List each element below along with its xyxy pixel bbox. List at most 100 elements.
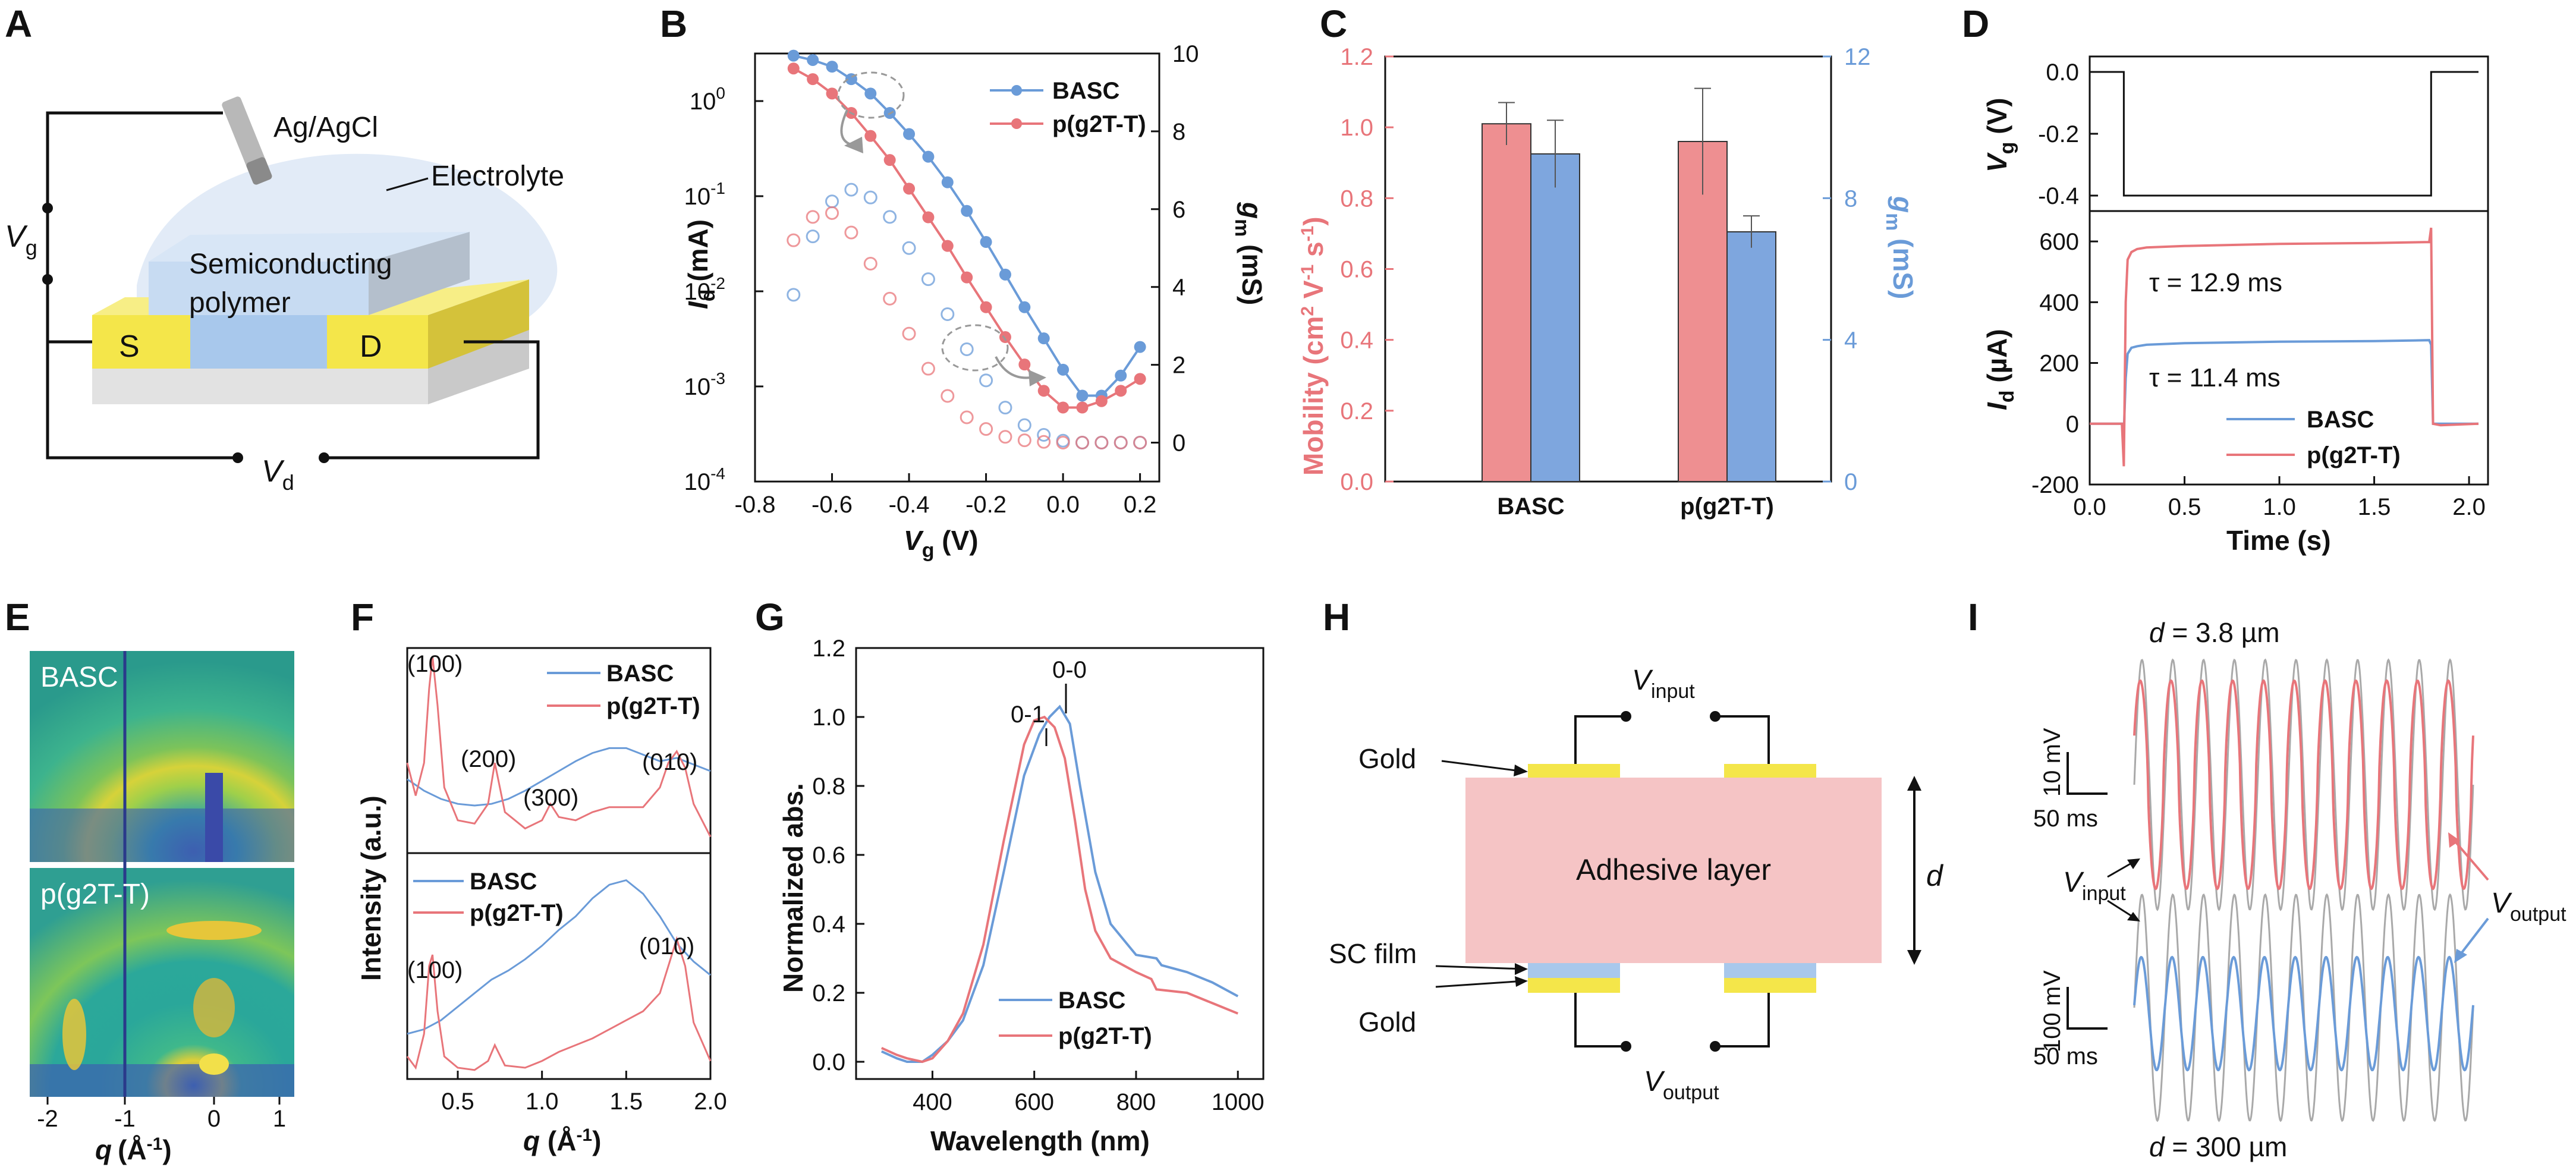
panel-letter-e: E bbox=[5, 596, 30, 638]
panel-b-point bbox=[826, 61, 838, 73]
panel-c-y2label: gm (mS) bbox=[1882, 196, 1918, 299]
source-electrode bbox=[92, 315, 190, 369]
panel-b-point bbox=[807, 73, 819, 86]
panel-b-point bbox=[941, 240, 954, 252]
panel-g-xtick-label: 1000 bbox=[1212, 1089, 1265, 1115]
panel-d-ytick-label: 200 bbox=[2039, 351, 2079, 377]
panel-i-v-output: Voutput bbox=[2491, 888, 2566, 926]
panel-b-ytick-label: 10-1 bbox=[684, 179, 725, 210]
panel-d-gate-pulse bbox=[2090, 71, 2479, 197]
panel-e-xticks: -2 -1 0 1 bbox=[37, 1097, 286, 1132]
panel-b-point-open bbox=[998, 401, 1012, 415]
panel-f-top-series-line bbox=[407, 747, 711, 807]
panel-b-point-open bbox=[1017, 418, 1031, 432]
panel-b-chart: -0.8 -0.6 -0.4 -0.2 0.0 0.210-410-310-210-110… bbox=[682, 41, 1267, 562]
panel-i-scale-bottom-t: 50 ms bbox=[2033, 1043, 2098, 1070]
panel-f-top-series-line bbox=[406, 656, 712, 838]
panel-b-point-open bbox=[825, 206, 839, 220]
panel-d-xtick-label: 2.0 bbox=[2452, 494, 2486, 520]
panel-b-point-open bbox=[806, 210, 820, 224]
panel-b-ellipse-1 bbox=[837, 71, 905, 119]
panel-c-y2tick-label: 12 bbox=[1844, 44, 1871, 70]
panel-letter-a: A bbox=[5, 2, 32, 45]
panel-b-point bbox=[1076, 389, 1089, 402]
panel-c-category-label: BASC bbox=[1497, 493, 1564, 520]
panel-b-y2tick-label: 4 bbox=[1172, 275, 1185, 301]
panel-f-ann-010-bottom: (010) bbox=[639, 933, 694, 960]
panel-g-xtick-label: 600 bbox=[1014, 1089, 1054, 1115]
panel-b-xtick-label: 0.2 bbox=[1124, 492, 1157, 518]
panel-c-ytick-label: 1.2 bbox=[1340, 44, 1373, 70]
panel-b-point bbox=[864, 130, 877, 142]
panel-b-legend: BASC p(g2T-T) bbox=[990, 78, 1146, 137]
panel-b-y2label: gm (mS) bbox=[1231, 202, 1267, 305]
panel-b-point-open bbox=[998, 430, 1012, 444]
panel-g-series-line bbox=[880, 715, 1238, 1064]
panel-d-top-ytick-label: -0.2 bbox=[2038, 121, 2079, 147]
panel-d-legend-basc: BASC bbox=[2307, 407, 2374, 433]
panel-f-chart: 0.5 1.0 1.5 2.0 (100) (200) (300) (010) (10… bbox=[356, 647, 727, 1156]
panel-e-xlabel: q (Å-1) bbox=[95, 1134, 172, 1165]
panel-b-point-open bbox=[921, 272, 935, 287]
panel-f-legend-pg2tt-top: p(g2T-T) bbox=[606, 693, 700, 719]
panel-g-ytick-label: 0.4 bbox=[812, 911, 845, 938]
panel-f-ann-100-bottom: (100) bbox=[407, 957, 463, 983]
panel-f-bottom-frame bbox=[406, 852, 712, 1080]
panel-b-point bbox=[980, 236, 992, 249]
panel-b-xtick-label: -0.6 bbox=[812, 492, 853, 518]
panel-d-bottom-frame bbox=[2089, 210, 2489, 486]
panel-g-xlabel: Wavelength (nm) bbox=[930, 1125, 1150, 1156]
panel-f-xtick-label: 2.0 bbox=[694, 1089, 727, 1115]
panel-b-point bbox=[1018, 301, 1031, 313]
panel-f-xtick-label: 1.5 bbox=[610, 1089, 643, 1115]
panel-b-point-open bbox=[1075, 436, 1089, 450]
panel-b-point-open bbox=[1056, 436, 1070, 450]
panel-b-xtick-label: -0.2 bbox=[965, 492, 1007, 518]
panel-b-point bbox=[1134, 341, 1146, 353]
panel-b-point-open bbox=[787, 288, 801, 302]
panel-b-point-open bbox=[902, 241, 916, 255]
panel-b-point-open bbox=[921, 361, 935, 376]
panel-b-y2tick-label: 2 bbox=[1172, 353, 1185, 379]
panel-f-xtick-label: 1.0 bbox=[526, 1089, 559, 1115]
panel-b-point bbox=[1095, 395, 1108, 407]
panel-e-xtick: 0 bbox=[207, 1106, 221, 1132]
panel-b-point bbox=[1037, 332, 1050, 345]
panel-b-point-open bbox=[941, 389, 955, 403]
panel-b-point-open bbox=[1017, 433, 1031, 448]
panel-f-legend-basc-bottom: BASC bbox=[470, 869, 537, 895]
panel-b-point-open bbox=[825, 194, 839, 209]
label-polymer-1: Semiconducting bbox=[189, 249, 392, 280]
sc-film-right bbox=[1724, 963, 1816, 978]
source-wire bbox=[46, 340, 238, 460]
panel-b-point bbox=[787, 49, 800, 62]
panel-c-bar bbox=[1530, 153, 1580, 482]
panel-b-point bbox=[922, 211, 935, 224]
label-drain: D bbox=[360, 329, 382, 364]
panel-b-point bbox=[807, 54, 819, 66]
panel-d-chart: 0.0 0.5 1.0 1.5 2.0 0.0 -0.2 -0.4 -200 0 200 400 600… bbox=[1981, 55, 2489, 556]
panel-d-xtick-label: 0.0 bbox=[2073, 494, 2106, 520]
ref-electrode bbox=[222, 96, 272, 185]
panel-b-point bbox=[1134, 373, 1146, 385]
panel-d-ytick-label: 400 bbox=[2039, 290, 2079, 316]
panel-d-series-line bbox=[2090, 227, 2479, 467]
panel-f-legend-pg2tt-bottom: p(g2T-T) bbox=[470, 900, 564, 926]
panel-g-xtick-label: 400 bbox=[913, 1089, 952, 1115]
panel-b-point bbox=[864, 87, 877, 100]
panel-h-diagram: Vinput Voutput Gold SC film Gold Adhesiv… bbox=[1329, 665, 1944, 1104]
panel-f-legend-top: BASC p(g2T-T) bbox=[547, 660, 700, 719]
panel-d-top-frame bbox=[2089, 55, 2489, 212]
panel-b-point bbox=[999, 331, 1011, 344]
panel-e-label-basc: BASC bbox=[40, 662, 118, 693]
panel-i-bottom-output-wave bbox=[2133, 955, 2474, 1072]
panel-letter-i: I bbox=[1968, 596, 1979, 638]
panel-d-tau-pg2tt: τ = 12.9 ms bbox=[2149, 268, 2282, 297]
panel-b-point-open bbox=[844, 183, 858, 197]
panel-i-top-output-wave bbox=[2133, 679, 2474, 891]
panel-c-ytick-label: 0.2 bbox=[1340, 398, 1373, 424]
panel-b-point bbox=[1057, 363, 1070, 376]
panel-g-ann-00: 0-0 bbox=[1052, 657, 1087, 683]
panel-c-ylabel: Mobility (cm2 V-1 s-1) bbox=[1298, 216, 1329, 476]
panel-b-point-open bbox=[863, 256, 877, 270]
